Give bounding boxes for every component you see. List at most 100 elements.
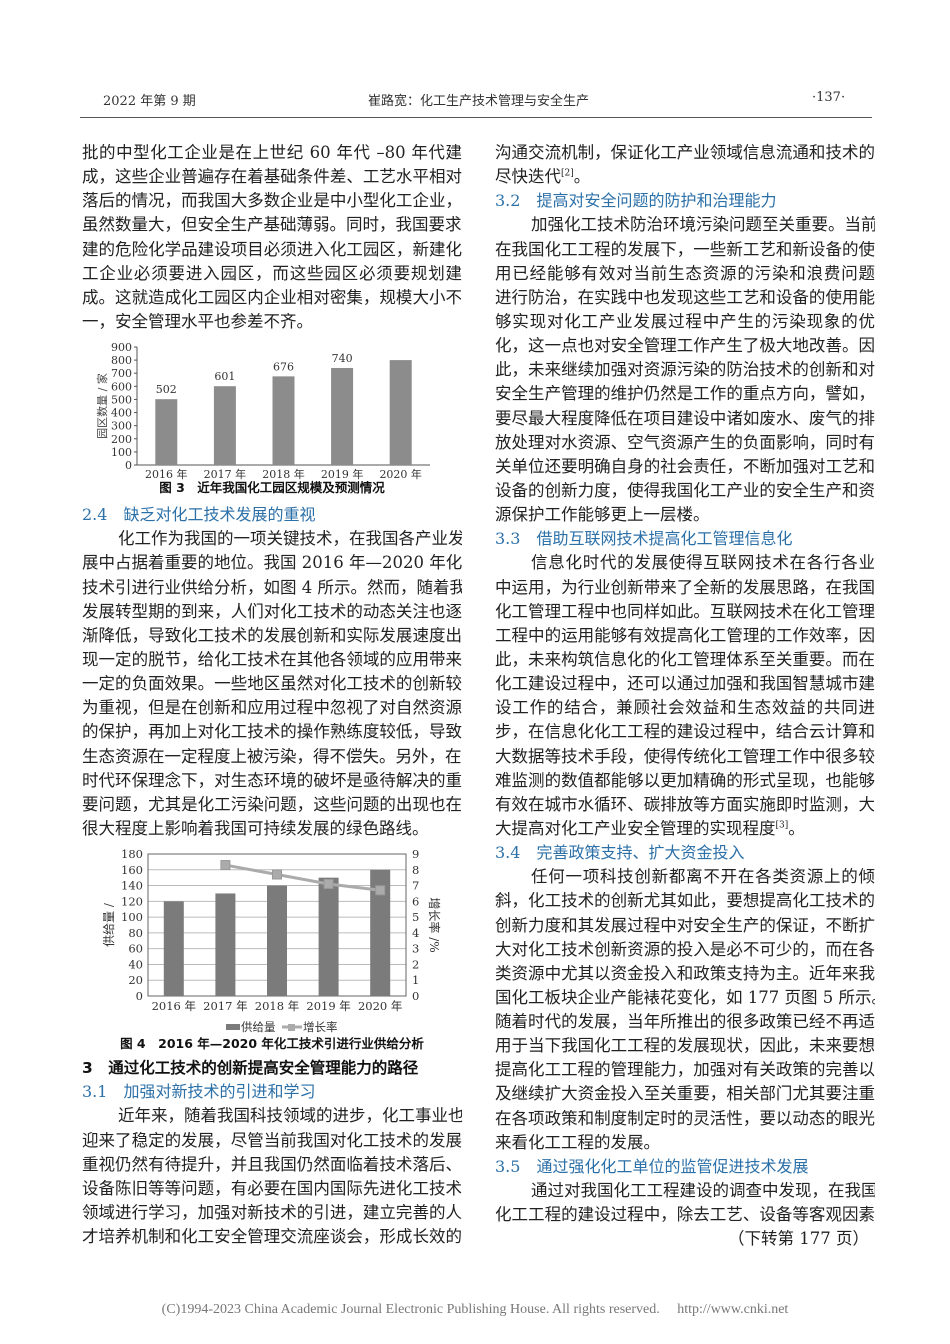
y-axis-label: 园区数量 / 家 [95, 373, 109, 439]
text-line: 化工管理工程中也同样如此。互联网技术在化工管理 [495, 601, 875, 621]
bar [389, 360, 412, 466]
text-line: 迎来了稳定的发展，尽管当前我国对化工技术的发展 [82, 1130, 462, 1150]
y-tick-label: 500 [111, 394, 132, 407]
citation-ref[interactable]: [3] [775, 820, 789, 831]
x-tick-label: 2016 年 [145, 467, 188, 481]
growth-rate-line [225, 863, 381, 892]
copyright-footer: (C)1994-2023 China Academic Journal Elec… [161, 1302, 789, 1317]
text-line: 成，这些企业普遍存在着基础条件差、工艺水平相对 [82, 167, 462, 187]
text-line: 设备陈旧等等问题，有必要在国内国际先进化工技术 [82, 1178, 462, 1198]
text-line: 大对化工技术创新资源的投入是必不可少的，而在各 [495, 939, 875, 959]
text-line: 此，未来继续加强对资源污染的防治技术的创新和对 [495, 360, 875, 380]
x-tick-label: 2017 年 [204, 467, 247, 481]
text: 。 [573, 167, 591, 187]
x-tick-label: 2018 年 [262, 467, 305, 481]
text-line: 工企业必须要进入园区，而这些园区必须要规划建 [82, 263, 462, 283]
text-line: 任何一项科技创新都离不开在各类资源上的倾 [531, 867, 875, 887]
text-line: 化工工程的建设过程中，除去工艺、设备等客观因素 [495, 1205, 875, 1225]
figure-caption: 图 4 2016 年—2020 年化工技术引进行业供给分析 [120, 1036, 424, 1051]
data-label: 676 [273, 360, 294, 373]
x-tick-label: 2019 年 [306, 999, 350, 1013]
citation-ref[interactable]: [2] [561, 168, 574, 179]
y2-tick-label: 8 [412, 863, 419, 877]
text-line: 源保护工作能够更上一层楼。 [495, 505, 710, 525]
text-line: 在各项政策和制度制定时的灵活性，要以动态的眼光 [495, 1108, 875, 1128]
text-line: 难监测的数值都能够以更加精确的形式呈现，也能够 [495, 770, 875, 790]
text-line: 批的中型化工企业是在上世纪 60 年代 –80 年代建 [82, 143, 462, 162]
subsection-heading: 3.3 借助互联网技术提高化工管理信息化 [495, 529, 793, 549]
text-line: 中运用，为行业创新带来了全新的发展思路，在我国 [495, 577, 875, 597]
text-line: 化，这一点也对安全管理工作产生了极大地改善。因 [495, 336, 875, 356]
subsection-heading: 3.1 加强对新技术的引进和学习 [82, 1082, 316, 1102]
paragraph: 信息化时代的发展使得互联网技术在各行各业中运用，为行业创新带来了全新的发展思路，… [495, 551, 875, 841]
x-tick-label: 2016 年 [152, 999, 196, 1013]
right-column: 沟通交流机制，保证化工产业领域信息流通和技术的 尽快迭代[2]。 3.2 提高对安全… [495, 141, 875, 1251]
text-line: 来看化工工程的发展。 [495, 1132, 660, 1152]
y-tick-label: 60 [128, 942, 143, 956]
legend-label-growth: 增长率 [303, 1020, 338, 1034]
text-line: 技术引进行业供给分析，如图 4 所示。然而，随着我国 [82, 577, 462, 597]
y2-tick-label: 1 [412, 973, 419, 987]
text-line: 大提高对化工产业安全管理的实现程度[3]。 [495, 817, 875, 841]
text-line: 信息化时代的发展使得互联网技术在各行各业 [531, 553, 875, 573]
x-tick-label: 2020 年 [358, 999, 402, 1013]
text-line: 展中占据着重要的地位。我国 2016 年—2020 年化工 [82, 553, 462, 573]
header-rule [80, 117, 872, 118]
running-title: 崔路宽：化工生产技术管理与安全生产 [368, 94, 590, 109]
text-line: 关单位还要明确自身的社会责任，不断加强对工艺和 [495, 456, 875, 476]
bar-supply [163, 901, 184, 997]
y-tick-label: 800 [111, 354, 132, 367]
text: 。 [788, 818, 805, 838]
y-tick-label: 400 [111, 407, 132, 420]
paragraph: 通过对我国化工工程建设的调查中发现，在我国 化工工程的建设过程中，除去工艺、设备等… [495, 1179, 875, 1227]
figure-4: 0 20 40 60 80 100 120 140 160 180 0 1 2 3 4 5 6 7 8 9 2016 年… [82, 841, 462, 1056]
bar-supply [318, 877, 339, 997]
text: 尽快迭代 [495, 167, 561, 187]
text-line: 的保护，再加上对化工技术的操作熟练度较低，导致 [82, 722, 462, 742]
journal-issue: 2022 年第 9 期 [103, 94, 196, 109]
data-label: 601 [214, 370, 235, 383]
text-line: 在我国化工工程的发展下，一些新工艺和新设备的使 [495, 239, 875, 259]
text-line: 虽然数量大，但安全生产基础薄弱。同时，我国要求新 [82, 215, 462, 235]
text-line: 近年来，随着我国科技领域的进步，化工事业也 [118, 1106, 462, 1126]
subsection-heading: 3.4 完善政策支持、扩大资金投入 [495, 843, 745, 863]
text-line: 为重视，但是在创新和应用过程中忽视了对自然资源 [82, 698, 462, 718]
text-line: 要尽最大程度降低在项目建设中诸如废水、废气的排 [495, 408, 875, 428]
y-tick-label: 160 [121, 863, 143, 877]
y-tick-label: 900 [111, 341, 132, 354]
text-line: 设备的创新力度，使得我国化工产业的安全生产和资 [495, 480, 875, 500]
y-axis-label: 供给量 / [102, 902, 116, 947]
text-line: 斜，化工技术的创新尤其如此，要想提高化工技术的 [495, 891, 875, 911]
figure-caption: 图 3 近年我国化工园区规模及预测情况 [159, 480, 385, 495]
text-line: 重视仍然有待提升，并且我国仍然面临着技术落后、 [82, 1154, 462, 1174]
left-column: 批的中型化工企业是在上世纪 60 年代 –80 年代建 成，这些企业普遍存在着基础… [82, 141, 462, 1249]
legend: 供给量 增长率 [226, 1020, 338, 1034]
text-line: 沟通交流机制，保证化工产业领域信息流通和技术的 [495, 143, 875, 162]
text-line: 加强化工技术防治环境污染问题至关重要。当前 [531, 215, 875, 235]
text-line: 国化工板块企业产能裱花变化，如 177 页图 5 所示。 [495, 987, 875, 1007]
text-line: 此，未来构筑信息化的化工管理体系至关重要。而在 [495, 649, 875, 669]
bar [331, 368, 354, 466]
y-tick-label: 700 [111, 367, 132, 380]
growth-rate-marker [323, 879, 334, 890]
text-line: 提高化工工程的管理能力，加强对有关政策的完善以 [495, 1060, 875, 1080]
y2-tick-label: 7 [412, 879, 419, 893]
x-tick-label: 2018 年 [255, 999, 299, 1013]
text-line: 随着时代的发展，当年所推出的很多政策已经不再适 [495, 1012, 875, 1032]
text-line: 领域进行学习，加强对新技术的引进，建立完善的人 [82, 1202, 462, 1222]
text-line: 及继续扩大资金投入至关重要，相关部门尤其要注重 [495, 1084, 875, 1104]
text-line: 进行防治，在实践中也发现这些工艺和设备的使用能 [495, 287, 875, 307]
y-tick-label: 180 [121, 847, 143, 861]
text-line: 渐降低，导致化工技术的发展创新和实际发展速度出 [82, 625, 462, 645]
text-line: 安全生产管理的维护仍然是工作的重点方向，譬如， [495, 384, 875, 404]
y2-tick-label: 5 [412, 910, 419, 924]
paragraph: 近年来，随着我国科技领域的进步，化工事业也迎来了稳定的发展，尽管当前我国对化工技… [82, 1104, 462, 1249]
text-line: 化工建设过程中，还可以通过加强和我国智慧城市建 [495, 674, 875, 694]
y2-axis-label: 增长率 /% [427, 897, 442, 952]
y-tick-label: 100 [121, 910, 143, 924]
text-line: 用于当下我国化工工程的发展现状，因此，未来要想 [495, 1036, 875, 1056]
paragraph: 化工作为我国的一项关键技术，在我国各产业发 展中占据着重要的地位。我国 2016 … [82, 527, 462, 841]
data-label: 740 [332, 352, 353, 365]
bar-supply [215, 893, 236, 997]
text-line: 很大程度上影响着我国可持续发展的绿色路线。 [82, 818, 429, 838]
